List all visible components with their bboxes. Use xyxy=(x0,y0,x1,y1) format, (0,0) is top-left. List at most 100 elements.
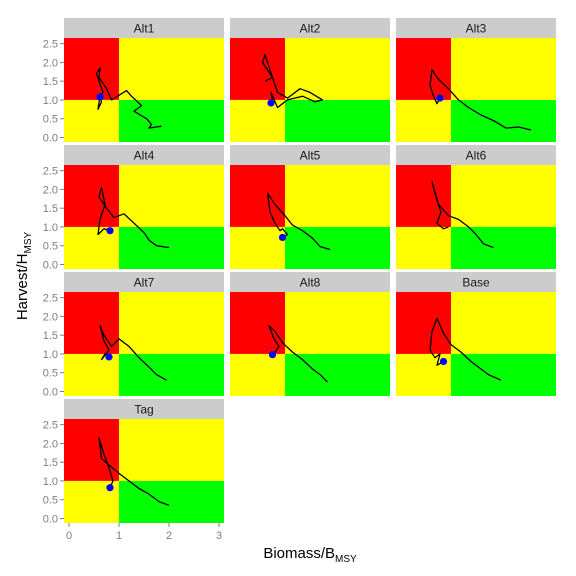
current-status-point xyxy=(268,351,277,359)
zone-0 xyxy=(396,165,451,227)
panel-alt2: Alt2 xyxy=(230,18,390,142)
current-status-point xyxy=(267,99,275,107)
zone-2 xyxy=(396,99,451,142)
y-tick-label: 2.0 xyxy=(43,438,58,450)
panel-alt8: Alt8 xyxy=(230,272,390,396)
panel-title: Alt3 xyxy=(466,22,487,36)
panel-alt1: Alt1 xyxy=(64,18,224,142)
y-tick-label: 1.0 xyxy=(43,476,58,488)
panel-plot-area xyxy=(230,292,390,396)
trajectory-line xyxy=(268,325,328,383)
y-tick-label: 1.5 xyxy=(43,76,58,88)
panel-title: Alt2 xyxy=(300,22,321,36)
zone-1 xyxy=(285,292,390,354)
x-tick-label: 3 xyxy=(216,530,222,542)
y-tick-label: 0.0 xyxy=(43,513,58,525)
zone-3 xyxy=(285,99,390,142)
panel-title: Tag xyxy=(134,403,153,417)
y-tick-label: 1.0 xyxy=(43,349,58,361)
y-axis-title: Harvest/HMSY xyxy=(14,231,34,320)
y-tick-label: 0.0 xyxy=(43,259,58,271)
panel-base: Base xyxy=(396,272,556,396)
zone-1 xyxy=(285,38,390,100)
zone-1 xyxy=(451,292,556,354)
y-tick-label: 2.0 xyxy=(43,57,58,69)
x-tick-label: 1 xyxy=(116,530,122,542)
trajectory-line xyxy=(431,181,494,249)
zone-3 xyxy=(285,353,390,396)
zone-0 xyxy=(64,165,119,227)
y-tick-label: 0.0 xyxy=(43,386,58,398)
current-status-point xyxy=(106,227,114,235)
panel-alt4: Alt4 xyxy=(64,145,224,269)
panel-tag: Tag xyxy=(64,399,224,523)
x-axis: 0 1 2 3 xyxy=(66,523,222,542)
panel-plot-area xyxy=(230,165,390,269)
x-axis-layer: 0 1 2 3 xyxy=(66,523,222,542)
panel-title: Alt4 xyxy=(134,149,155,163)
y-tick-label: 2.5 xyxy=(43,420,58,432)
current-status-point xyxy=(105,353,113,361)
panel-strip xyxy=(64,272,224,292)
current-status-point xyxy=(439,357,448,366)
panel-strip xyxy=(396,145,556,165)
y-tick-label: 0.5 xyxy=(43,368,58,380)
zone-1 xyxy=(119,165,224,227)
panel-strip xyxy=(396,272,556,292)
trajectory-line xyxy=(266,192,331,251)
y-tick-label: 1.5 xyxy=(43,330,58,342)
zone-3 xyxy=(451,226,556,269)
panel-alt7: Alt7 xyxy=(64,272,224,396)
current-status-point xyxy=(96,93,104,101)
zone-3 xyxy=(119,99,224,142)
x-axis-title-main: Biomass/B xyxy=(263,545,335,562)
zone-3 xyxy=(119,353,224,396)
zone-3 xyxy=(285,226,390,269)
zone-1 xyxy=(451,38,556,100)
x-tick-label: 0 xyxy=(66,530,72,542)
zone-2 xyxy=(230,353,285,396)
zone-0 xyxy=(230,292,285,354)
zone-3 xyxy=(451,353,556,396)
zone-0 xyxy=(64,38,119,100)
y-tick-label: 0.5 xyxy=(43,495,58,507)
y-tick-label: 2.5 xyxy=(43,166,58,178)
y-tick-label: 1.5 xyxy=(43,203,58,215)
y-axis-row-2: 0.0 0.5 1.0 1.5 2.0 2.5 xyxy=(43,166,64,271)
zone-2 xyxy=(64,99,119,142)
zone-0 xyxy=(230,165,285,227)
y-tick-label: 0.5 xyxy=(43,241,58,253)
panel-strip xyxy=(230,272,390,292)
y-tick-label: 2.0 xyxy=(43,311,58,323)
panel-alt3: Alt3 xyxy=(396,18,556,142)
x-axis-title: Biomass/BMSY xyxy=(263,545,357,565)
current-status-point xyxy=(436,94,444,102)
zone-2 xyxy=(396,226,451,269)
panel-plot-area xyxy=(64,38,224,142)
panels-layer: Alt1 Alt2 Alt3 Alt4 Alt5 Alt6 Alt7 Alt8 Base Tag xyxy=(64,18,556,523)
panel-title: Base xyxy=(462,276,490,290)
panel-strip xyxy=(230,145,390,165)
panel-title: Alt6 xyxy=(466,149,487,163)
trajectory-line xyxy=(97,186,170,249)
y-tick-label: 2.5 xyxy=(43,293,58,305)
panel-plot-area xyxy=(64,292,224,396)
zone-1 xyxy=(119,419,224,481)
zone-2 xyxy=(230,226,285,269)
panel-title: Alt7 xyxy=(134,276,155,290)
zone-1 xyxy=(451,165,556,227)
trajectory-line xyxy=(98,437,170,507)
panel-plot-area xyxy=(396,165,556,269)
y-tick-label: 2.0 xyxy=(43,184,58,196)
zone-1 xyxy=(285,165,390,227)
panel-title: Alt1 xyxy=(134,22,155,36)
panel-title: Alt5 xyxy=(300,149,321,163)
zone-2 xyxy=(64,353,119,396)
panel-strip xyxy=(64,399,224,419)
y-tick-label: 0.5 xyxy=(43,114,58,126)
y-tick-label: 1.0 xyxy=(43,95,58,107)
y-axis-row-4: 0.0 0.5 1.0 1.5 2.0 2.5 xyxy=(43,420,64,525)
trajectory-line xyxy=(429,69,532,131)
y-tick-label: 0.0 xyxy=(43,132,58,144)
